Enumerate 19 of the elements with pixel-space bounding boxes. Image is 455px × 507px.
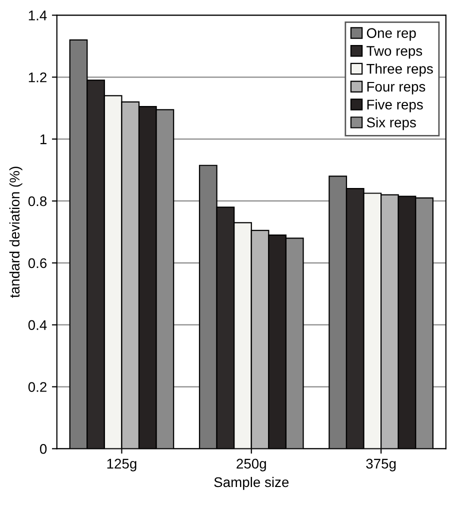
legend-label: Four reps	[367, 82, 426, 94]
x-tick-label: 250g	[236, 458, 266, 472]
x-tick-label: 375g	[366, 458, 396, 472]
legend-label: Six reps	[366, 117, 416, 130]
y-tick-label: 1.2	[28, 72, 46, 82]
legend-label: Five reps	[367, 99, 423, 112]
legend-label: Two reps	[366, 46, 422, 59]
y-axis-title: tandard deviation (%)	[9, 166, 22, 298]
y-tick-label: 0.4	[28, 320, 47, 330]
y-tick-label: 1.4	[28, 10, 47, 20]
y-tick-label: 0.6	[28, 258, 47, 268]
y-tick-label: 0.2	[28, 382, 46, 392]
legend-label: One rep	[366, 28, 416, 41]
x-axis-title: Sample size	[214, 476, 289, 490]
y-tick-label: 0.8	[28, 196, 47, 206]
x-tick-label: 125g	[107, 458, 136, 472]
y-tick-label: 1	[40, 134, 46, 144]
y-tick-label: 0	[40, 444, 47, 454]
legend-label: Three reps	[366, 64, 433, 76]
